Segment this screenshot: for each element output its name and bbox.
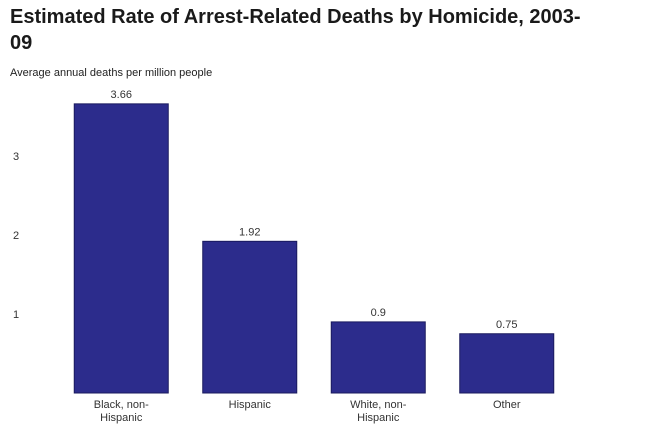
- y-tick-label: 2: [13, 230, 19, 242]
- x-tick-label: Hispanic: [228, 399, 271, 411]
- bar: [202, 240, 298, 394]
- bar: [459, 333, 555, 394]
- y-tick-label: 1: [13, 309, 19, 321]
- bar: [73, 103, 169, 394]
- y-axis-label: Average annual deaths per million people: [10, 67, 213, 79]
- x-tick-label: Other: [492, 399, 521, 411]
- value-label: 0.75: [496, 319, 517, 331]
- y-tick-label: 3: [13, 151, 19, 163]
- value-label: 0.9: [371, 307, 386, 319]
- chart-title: Estimated Rate of Arrest-Related Deaths …: [10, 6, 581, 54]
- bar: [330, 321, 426, 394]
- x-tick-label: White, non-Hispanic: [350, 399, 407, 424]
- value-label: 3.66: [111, 89, 132, 101]
- value-label: 1.92: [239, 226, 260, 238]
- x-tick-label: Black, non-Hispanic: [93, 399, 149, 424]
